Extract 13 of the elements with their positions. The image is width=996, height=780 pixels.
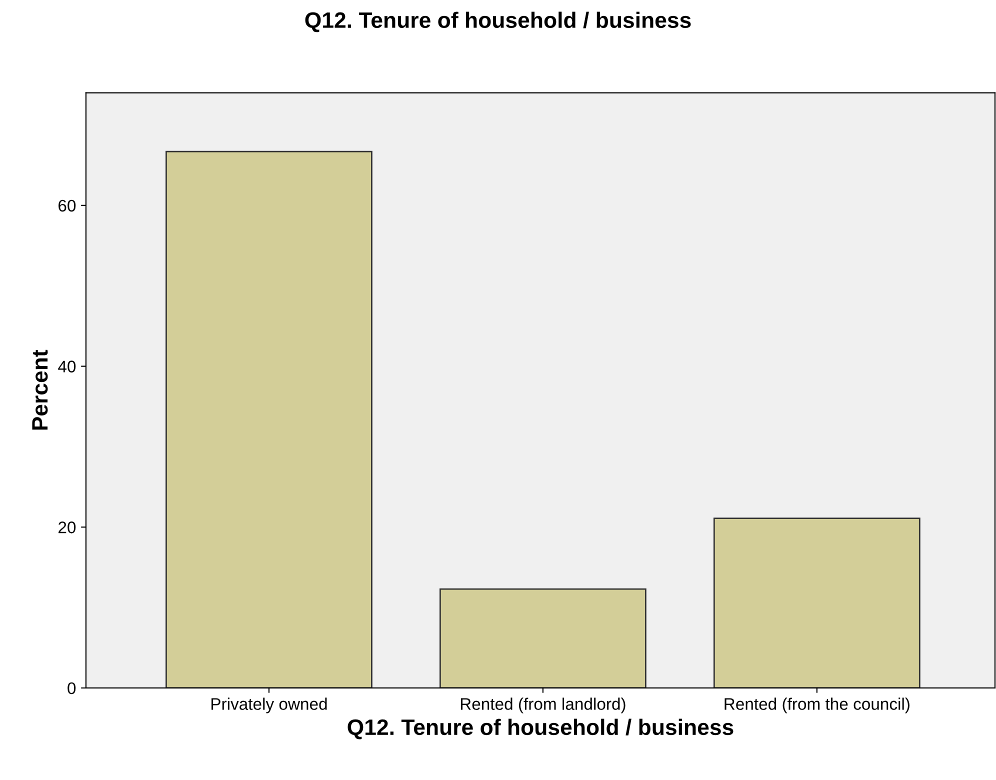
y-tick-label: 0	[68, 682, 76, 694]
x-axis-title: Q12. Tenure of household / business	[348, 718, 734, 740]
y-tick-label: 20	[58, 522, 76, 534]
x-tick-label: Rented (from the council)	[724, 698, 910, 714]
y-axis-title: Percent	[32, 350, 48, 430]
bar	[166, 150, 372, 688]
bar	[440, 588, 646, 688]
bar	[713, 518, 920, 688]
chart-title: Q12. Tenure of household / business	[305, 12, 691, 32]
x-tick-label: Rented (from landlord)	[460, 698, 626, 714]
x-tick-label: Privately owned	[212, 698, 327, 714]
y-tick-label: 60	[58, 200, 76, 212]
y-tick-label: 40	[58, 360, 76, 372]
